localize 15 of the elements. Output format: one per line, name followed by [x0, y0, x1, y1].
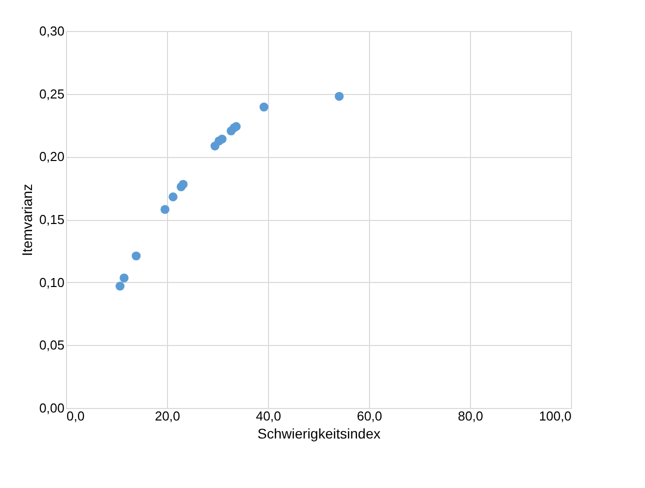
x-tick-label: 80,0: [458, 408, 484, 424]
y-tick-label: 0,00: [39, 400, 64, 416]
y-tick-label: 0,25: [39, 86, 64, 102]
y-tick-label: 0,15: [39, 212, 64, 227]
y-tick-label: 0,30: [39, 24, 64, 38]
x-tick-label: 100,0: [538, 408, 572, 424]
x-tick-label: 40,0: [256, 408, 282, 424]
y-axis-title: Itemvarianz: [19, 184, 36, 256]
y-tick-label: 0,10: [39, 274, 64, 290]
y-tick-label: 0,05: [39, 338, 64, 353]
x-tick-label: 0,0: [66, 408, 85, 424]
x-tick-label: 60,0: [356, 408, 382, 424]
y-tick-label: 0,20: [39, 149, 64, 164]
x-axis-title: Schwierigkeitsindex: [258, 426, 380, 442]
x-tick-label: 20,0: [154, 408, 180, 424]
